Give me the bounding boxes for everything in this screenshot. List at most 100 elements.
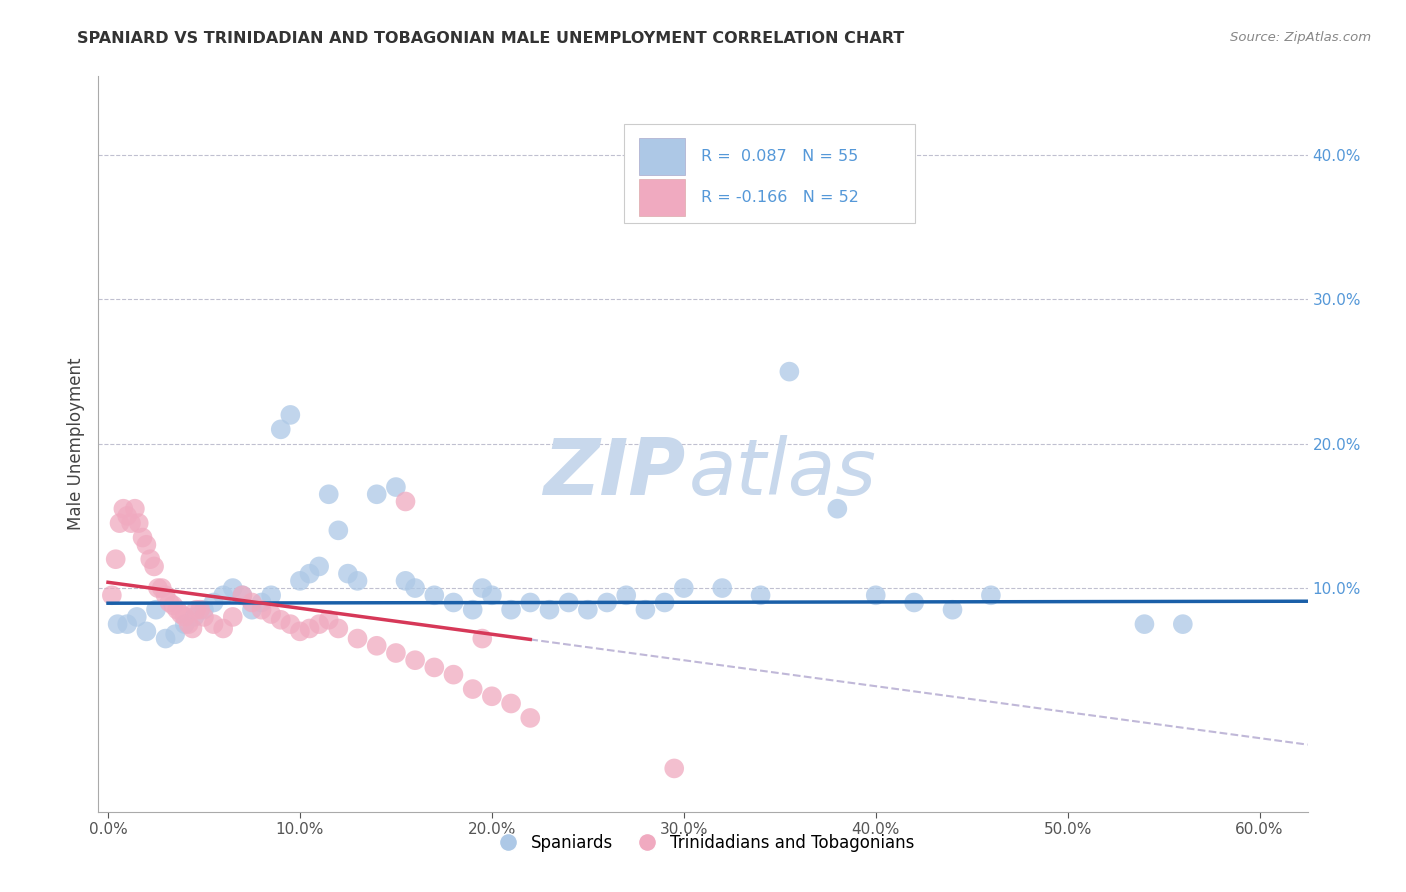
Point [146,581,169,595]
Point [173,617,195,632]
Point [193,610,215,624]
Point [471,581,494,595]
Point [328,524,350,538]
FancyBboxPatch shape [624,124,915,223]
Point [298,622,321,636]
Point [461,603,484,617]
Point [308,559,330,574]
Point [298,566,321,581]
Point [614,588,637,602]
Point [481,588,503,602]
Point [240,603,263,617]
Legend: Spaniards, Trinidadians and Tobagonians: Spaniards, Trinidadians and Tobagonians [485,827,921,859]
Text: R =  0.087   N = 55: R = 0.087 N = 55 [700,149,858,164]
Point [443,595,465,609]
Point [155,588,177,602]
Y-axis label: Male Unemployment: Male Unemployment [66,358,84,530]
Point [366,639,388,653]
Point [481,690,503,704]
Point [260,607,283,621]
Point [112,501,135,516]
Point [672,581,695,595]
Point [385,646,408,660]
Point [288,574,311,588]
Point [346,574,368,588]
Point [186,603,208,617]
Point [231,588,253,602]
Text: R = -0.166   N = 52: R = -0.166 N = 52 [700,190,859,205]
Point [183,610,205,624]
Point [181,622,204,636]
Point [471,632,494,646]
Point [150,581,173,595]
FancyBboxPatch shape [638,178,685,216]
Point [162,599,184,613]
Point [499,697,522,711]
Point [135,624,157,639]
Point [288,624,311,639]
Point [143,559,166,574]
Point [159,595,181,609]
Point [173,610,195,624]
Point [827,501,849,516]
Point [328,622,350,636]
Point [166,603,188,617]
Point [576,603,599,617]
Point [231,588,253,602]
Point [557,595,579,609]
Point [280,408,302,422]
Point [135,538,157,552]
Point [131,531,153,545]
Point [346,632,368,646]
Point [318,613,340,627]
Point [212,622,235,636]
Point [188,603,211,617]
Point [222,610,245,624]
Point [519,595,541,609]
Point [139,552,162,566]
Point [120,516,142,530]
Point [538,603,561,617]
Point [499,603,522,617]
Point [212,588,235,602]
Text: SPANIARD VS TRINIDADIAN AND TOBAGONIAN MALE UNEMPLOYMENT CORRELATION CHART: SPANIARD VS TRINIDADIAN AND TOBAGONIAN M… [77,31,904,46]
Point [125,610,148,624]
Point [903,595,925,609]
Point [250,595,273,609]
Point [155,632,177,646]
Text: ZIP: ZIP [543,435,685,511]
Point [115,508,138,523]
Point [634,603,657,617]
Point [980,588,1002,602]
Text: atlas: atlas [689,435,876,511]
Point [193,603,215,617]
Point [1171,617,1194,632]
Point [308,617,330,632]
Point [664,761,686,775]
Point [107,617,129,632]
Point [394,574,416,588]
Point [711,581,734,595]
Point [115,617,138,632]
FancyBboxPatch shape [638,138,685,175]
Point [318,487,340,501]
Point [124,501,146,516]
Point [108,516,131,530]
Point [240,595,263,609]
Point [250,603,273,617]
Point [336,566,359,581]
Point [519,711,541,725]
Point [270,613,292,627]
Point [865,588,887,602]
Point [423,588,446,602]
Point [170,607,193,621]
Point [366,487,388,501]
Point [596,595,619,609]
Point [202,617,225,632]
Point [654,595,676,609]
Point [202,595,225,609]
Point [101,588,124,602]
Point [104,552,127,566]
Point [270,422,292,436]
Point [749,588,772,602]
